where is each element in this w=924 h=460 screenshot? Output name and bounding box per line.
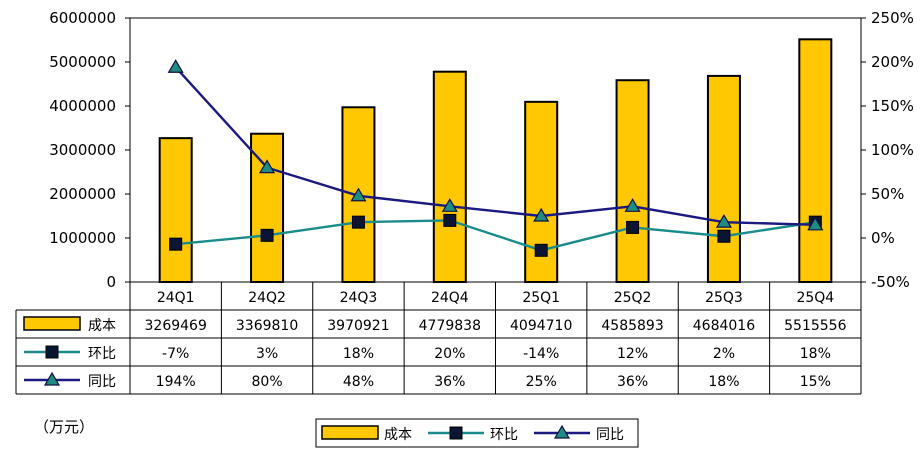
同比-value-25Q4: 15% xyxy=(800,374,831,390)
right-tick-label: 150% xyxy=(871,97,914,115)
同比-value-25Q1: 25% xyxy=(526,374,557,390)
成本-legend-key xyxy=(23,316,81,331)
环比-value-24Q1: -7% xyxy=(162,346,189,362)
left-tick-label: 3000000 xyxy=(49,141,116,159)
成本-legend-key xyxy=(321,425,379,440)
category-label: 24Q2 xyxy=(248,290,286,306)
环比-point-25Q1 xyxy=(534,243,548,257)
right-tick-label: 0% xyxy=(871,229,895,247)
环比-point-25Q3 xyxy=(717,229,731,243)
环比-value-25Q4: 18% xyxy=(800,346,831,362)
right-tick-label: 200% xyxy=(871,53,914,71)
环比-point-24Q4 xyxy=(443,213,457,227)
left-tick-label: 4000000 xyxy=(49,97,116,115)
同比-line xyxy=(174,66,816,226)
成本-value-25Q1: 4094710 xyxy=(510,318,572,334)
同比-value-24Q2: 80% xyxy=(252,374,283,390)
环比-value-25Q2: 12% xyxy=(617,346,648,362)
同比-value-25Q3: 18% xyxy=(708,374,739,390)
category-label: 25Q3 xyxy=(705,290,743,306)
成本-value-24Q2: 3369810 xyxy=(236,318,298,334)
right-tick-label: 100% xyxy=(871,141,914,159)
category-label: 24Q1 xyxy=(157,290,195,306)
legend-label-成本: 成本 xyxy=(384,427,412,443)
成本-value-24Q1: 3269469 xyxy=(145,318,207,334)
同比-point-24Q3 xyxy=(350,187,367,202)
bar-24Q2 xyxy=(250,132,285,283)
环比-legend-marker xyxy=(45,345,59,359)
category-label: 25Q1 xyxy=(522,290,560,306)
row-label-成本: 成本 xyxy=(88,318,116,334)
同比-legend-marker xyxy=(43,371,61,386)
环比-value-25Q3: 2% xyxy=(713,346,735,362)
同比-value-25Q2: 36% xyxy=(617,374,648,390)
环比-point-24Q1 xyxy=(169,237,183,251)
同比-legend-marker xyxy=(553,424,571,439)
bar-24Q1 xyxy=(158,137,193,283)
成本-value-24Q4: 4779838 xyxy=(419,318,481,334)
category-label: 24Q4 xyxy=(431,290,469,306)
环比-point-25Q2 xyxy=(626,220,640,234)
同比-point-25Q2 xyxy=(624,198,641,212)
环比-line xyxy=(175,219,816,252)
同比-point-25Q4 xyxy=(807,216,824,231)
环比-value-24Q2: 3% xyxy=(256,346,278,362)
环比-value-25Q1: -14% xyxy=(523,346,559,362)
right-tick-label: 50% xyxy=(871,185,904,203)
bar-25Q2 xyxy=(615,79,650,284)
category-label: 25Q4 xyxy=(796,290,834,306)
成本-value-24Q3: 3970921 xyxy=(327,318,389,334)
同比-value-24Q1: 194% xyxy=(156,374,196,390)
left-tick-label: 0 xyxy=(106,273,116,291)
成本-value-25Q3: 4684016 xyxy=(693,318,755,334)
同比-point-24Q4 xyxy=(441,198,458,212)
同比-point-25Q3 xyxy=(715,213,732,228)
同比-point-24Q1 xyxy=(167,59,184,73)
环比-point-24Q3 xyxy=(351,215,365,229)
成本-value-25Q4: 5515556 xyxy=(784,318,846,334)
category-label: 24Q3 xyxy=(340,290,378,306)
row-label-环比: 环比 xyxy=(88,346,116,362)
left-tick-label: 6000000 xyxy=(49,9,116,27)
category-label: 25Q2 xyxy=(614,290,652,306)
legend-label-环比: 环比 xyxy=(490,427,518,443)
left-tick-label: 2000000 xyxy=(49,185,116,203)
left-tick-label: 1000000 xyxy=(49,229,116,247)
环比-value-24Q3: 18% xyxy=(343,346,374,362)
环比-point-24Q2 xyxy=(260,228,274,242)
unit-label: （万元） xyxy=(34,418,94,436)
同比-value-24Q3: 48% xyxy=(343,374,374,390)
同比-point-25Q1 xyxy=(533,207,550,222)
left-tick-label: 5000000 xyxy=(49,53,116,71)
同比-value-24Q4: 36% xyxy=(434,374,465,390)
bar-24Q4 xyxy=(432,70,467,283)
row-label-同比: 同比 xyxy=(88,374,116,390)
成本-value-25Q2: 4585893 xyxy=(601,318,663,334)
plot-frame xyxy=(129,17,862,283)
环比-value-24Q4: 20% xyxy=(434,346,465,362)
right-tick-label: 250% xyxy=(871,9,914,27)
同比-point-24Q2 xyxy=(259,159,276,174)
right-tick-label: -50% xyxy=(871,273,910,291)
环比-legend-marker xyxy=(449,426,463,440)
bar-25Q3 xyxy=(706,74,741,284)
legend-label-同比: 同比 xyxy=(596,427,624,443)
bar-25Q4 xyxy=(798,38,833,283)
